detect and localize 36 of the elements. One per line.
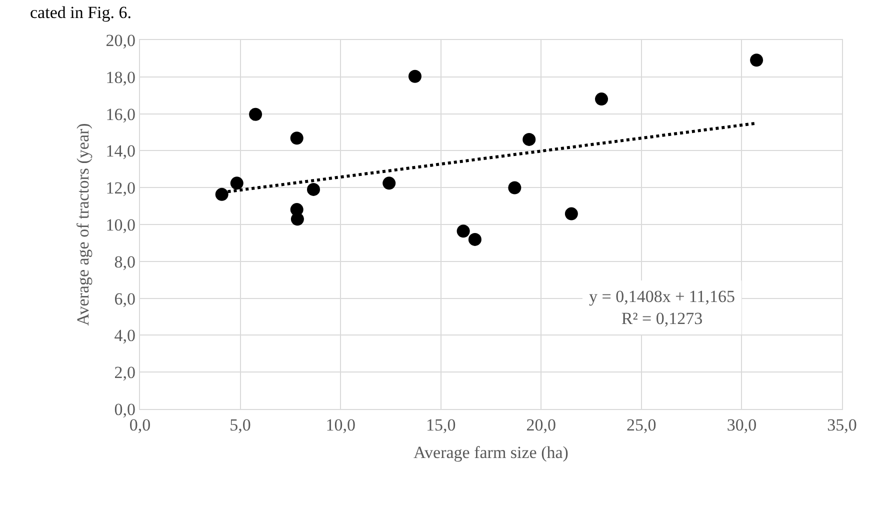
point (408, 70, 422, 83)
x-tick-label: 25,0 (626, 416, 656, 435)
y-tick-label: 18,0 (106, 68, 136, 87)
y-tick-label: 8,0 (114, 252, 136, 272)
x-tick-label: 30,0 (726, 416, 757, 435)
y-tick-label: 16,0 (106, 104, 136, 124)
point (508, 181, 522, 194)
x-tick-label: 20,0 (526, 416, 556, 435)
point (230, 176, 244, 190)
point (215, 188, 228, 201)
y-tick-label: 12,0 (106, 178, 136, 198)
point (249, 108, 262, 121)
annotation: y = 0,1408x + 11,165 R² = 0,1273 (589, 287, 736, 328)
y-tick-label: 4,0 (114, 326, 136, 346)
x-tick-label: 10,0 (326, 416, 356, 435)
x-tick-label: 35,0 (827, 416, 857, 435)
y-tick-label: 20,0 (106, 30, 136, 50)
point (290, 132, 304, 145)
point (456, 224, 470, 238)
point (382, 176, 396, 190)
y-tick-label: 6,0 (114, 289, 136, 308)
point (564, 207, 578, 220)
point (290, 212, 304, 226)
x-axis-title: Average farm size (ha) (414, 442, 568, 462)
y-axis-title: Average age of tractors (year) (73, 123, 92, 326)
text: cated in Fig. 6. (30, 3, 132, 22)
y-tick-label: 14,0 (106, 142, 136, 161)
point (522, 132, 536, 146)
y-tick-label: 10,0 (106, 215, 136, 234)
x-tick-label: 5,0 (230, 416, 251, 435)
point (750, 54, 764, 67)
point (595, 92, 608, 106)
x-tick-label: 15,0 (426, 416, 456, 435)
point (306, 182, 320, 196)
y-tick-label: 2,0 (114, 363, 136, 382)
point (468, 232, 482, 246)
